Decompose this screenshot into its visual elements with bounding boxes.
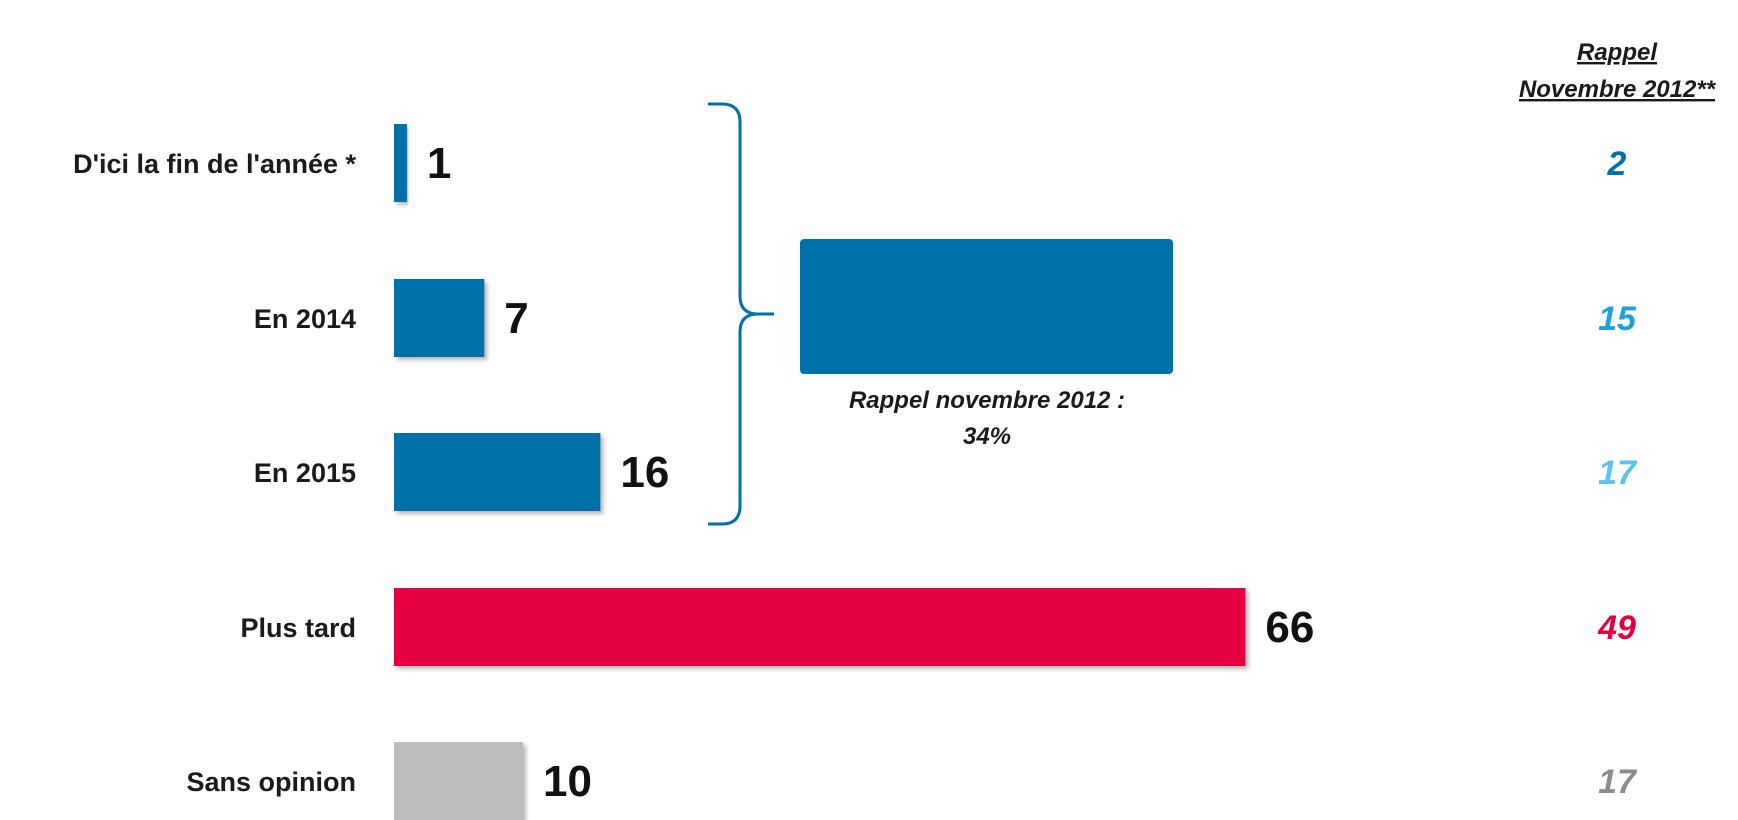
bars-layer: D'ici la fin de l'année * 1 En 2014 7 En 201… <box>73 124 1314 820</box>
category-label-row-4: Sans opinion <box>186 767 356 797</box>
value-label-row-4: 10 <box>543 757 592 806</box>
value-label-row-1: 7 <box>504 294 528 343</box>
recall-header-line-1: Rappel <box>1577 39 1658 66</box>
group-brace <box>708 102 774 526</box>
recall-value-row-1: 15 <box>1598 300 1637 338</box>
bar-row-0 <box>394 124 407 202</box>
recall-values: 2 15 17 49 17 <box>1597 145 1638 801</box>
category-label-row-1: En 2014 <box>254 304 356 334</box>
group-note-line-2: 34% <box>963 423 1011 450</box>
category-label-row-3: Plus tard <box>240 613 356 643</box>
recall-value-row-2: 17 <box>1598 454 1638 492</box>
bar-row-3 <box>394 588 1246 666</box>
recall-header-line-2: Novembre 2012** <box>1519 76 1717 103</box>
value-label-row-0: 1 <box>427 139 451 188</box>
category-label-row-0: D'ici la fin de l'année * <box>73 149 356 179</box>
value-label-row-2: 16 <box>620 448 669 497</box>
group-note-line-1: Rappel novembre 2012 : <box>849 387 1125 414</box>
value-label-row-3: 66 <box>1265 603 1314 652</box>
bar-row-4 <box>394 742 523 820</box>
recall-header: Rappel Novembre 2012** <box>1519 39 1717 103</box>
recall-value-row-3: 49 <box>1597 609 1636 647</box>
category-label-row-2: En 2015 <box>254 458 356 488</box>
recall-value-row-0: 2 <box>1607 145 1627 183</box>
bar-row-1 <box>394 279 485 357</box>
bar-row-2 <box>394 433 601 511</box>
group-total-bar <box>800 239 1173 374</box>
recall-value-row-4: 17 <box>1598 763 1638 801</box>
